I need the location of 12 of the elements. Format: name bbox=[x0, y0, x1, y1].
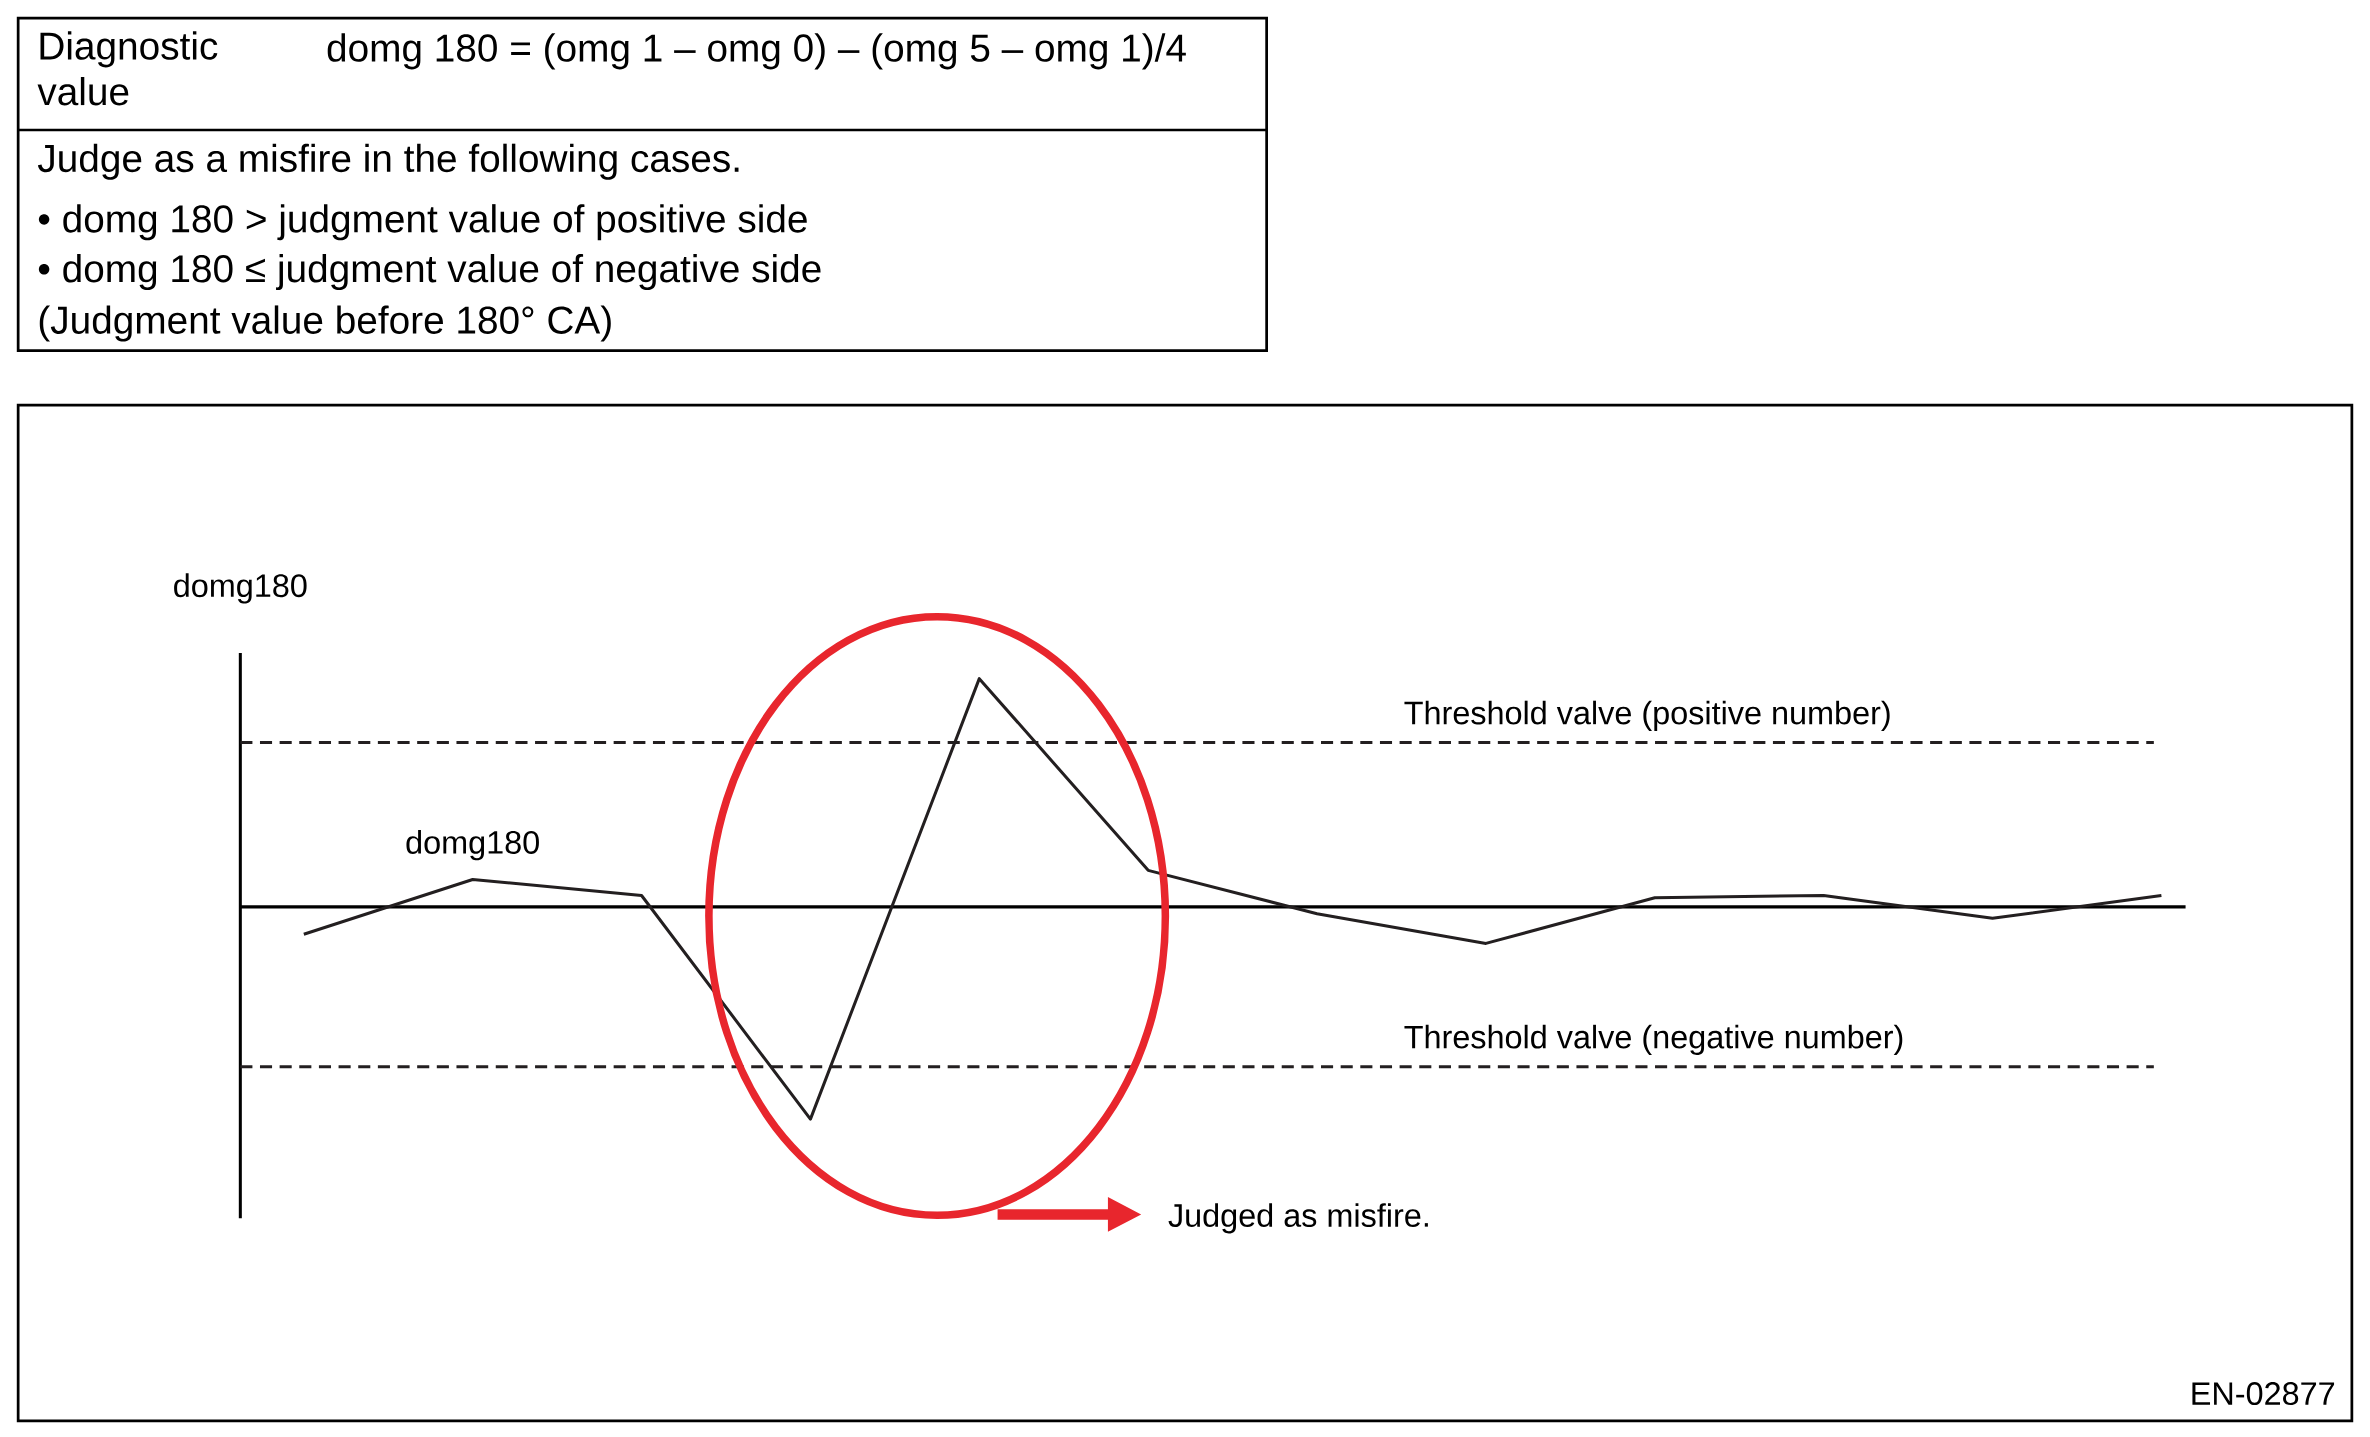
ref-line-label: Threshold valve (negative number) bbox=[1404, 1024, 1903, 1055]
text: domg 180 = (omg 1 – omg 0) – (omg 5 – omg 1)/4 bbox=[327, 33, 1186, 70]
text: Judged as misfire. bbox=[1168, 1202, 1428, 1234]
text: Judge as a misfire in the following cases. bbox=[37, 143, 739, 180]
text: EN-02877 bbox=[2192, 1381, 2335, 1405]
text: • domg 180 > judgment value of positive side bbox=[38, 203, 807, 241]
ref-line-label: Threshold valve (positive number) bbox=[1404, 700, 1890, 731]
text: Diagnostic value bbox=[37, 31, 218, 106]
text: • domg 180 ≤ judgment value of negative side bbox=[38, 253, 821, 290]
series-label: domg180 bbox=[406, 829, 539, 861]
y-axis-title: domg180 bbox=[174, 573, 307, 604]
text: (Judgment value before 180° CA) bbox=[39, 305, 611, 342]
